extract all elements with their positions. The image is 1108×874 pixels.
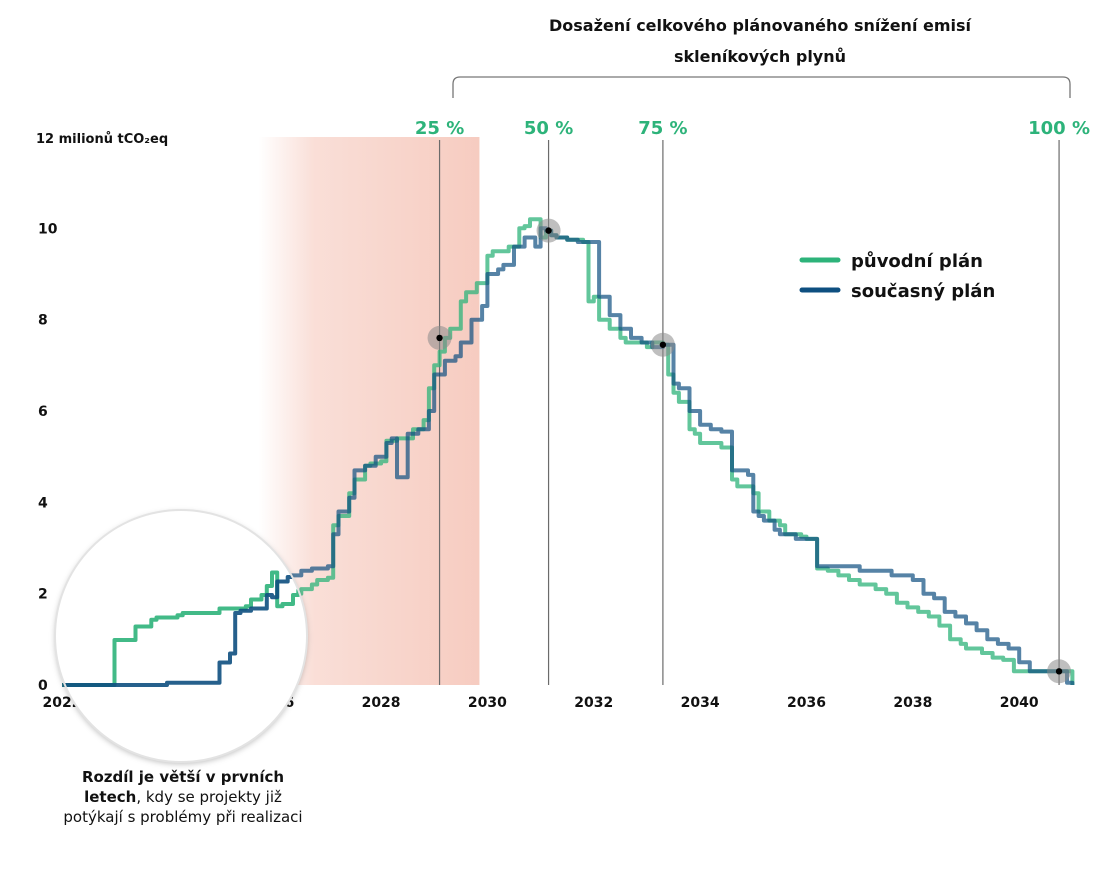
x-tick-label: 2038 xyxy=(893,695,932,711)
x-tick-label: 2034 xyxy=(681,695,720,711)
series-line-current xyxy=(62,226,1075,687)
milestone-marker-dot xyxy=(659,341,667,348)
milestone-label: 50 % xyxy=(524,118,573,139)
y-axis: 0 2 4 6 8 10 xyxy=(38,221,58,694)
annotation-note: Rozdíl je větší v prvních letech, kdy se… xyxy=(58,767,308,827)
legend-label-current: současný plán xyxy=(851,281,995,302)
y-axis-unit-label: 12 milionů tCO₂eq xyxy=(36,132,168,147)
chart-title-line-1: Dosažení celkového plánovaného snížení e… xyxy=(549,16,973,35)
zoom-series-line-original xyxy=(62,510,307,687)
y-tick-label: 10 xyxy=(38,221,58,237)
y-tick-label: 2 xyxy=(38,587,48,603)
milestone-label: 25 % xyxy=(415,118,464,139)
annotation-note-bold: Rozdíl je větší v prvních letech xyxy=(81,768,285,806)
milestone-label: 75 % xyxy=(638,118,687,139)
x-tick-label: 2040 xyxy=(1000,695,1039,711)
y-tick-label: 6 xyxy=(38,404,48,420)
zoom-circle xyxy=(54,509,308,763)
y-tick-label: 4 xyxy=(38,495,48,511)
milestone-markers xyxy=(427,218,1072,684)
milestone-label: 100 % xyxy=(1028,118,1090,139)
x-tick-label: 2032 xyxy=(574,695,613,711)
y-tick-label: 0 xyxy=(38,678,48,694)
milestone-lines: 25 % 50 % 75 % 100 % xyxy=(415,118,1090,685)
annotation-note-text: , kdy se projekty již potýkají s problém… xyxy=(63,788,303,826)
chart-title-line-2: skleníkových plynů xyxy=(674,47,846,66)
title-bracket xyxy=(452,76,1071,98)
x-tick-label: 2030 xyxy=(468,695,507,711)
y-tick-label: 8 xyxy=(38,313,48,329)
legend-label-original: původní plán xyxy=(851,250,983,272)
milestone-marker-dot xyxy=(1055,668,1063,675)
milestone-marker-dot xyxy=(545,227,552,234)
x-tick-label: 2028 xyxy=(362,695,401,711)
legend: původní plán současný plán xyxy=(799,250,995,302)
x-tick-label: 2036 xyxy=(787,695,826,711)
milestone-marker-dot xyxy=(436,334,443,342)
